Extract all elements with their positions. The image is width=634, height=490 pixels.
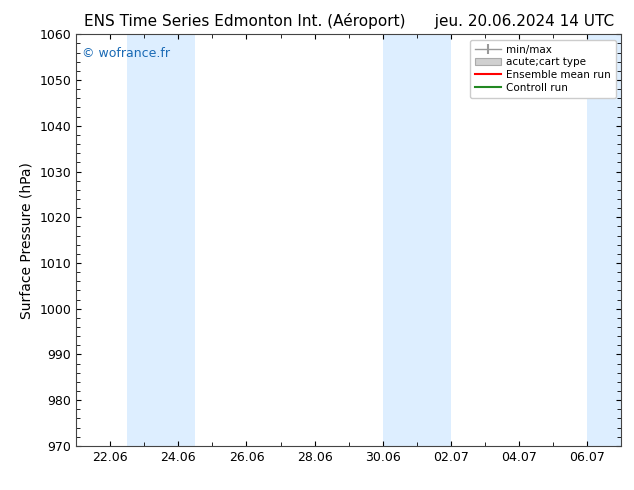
Bar [383,34,451,446]
Legend: min/max, acute;cart type, Ensemble mean run, Controll run: min/max, acute;cart type, Ensemble mean … [470,40,616,98]
Bar [587,34,621,446]
Title: ENS Time Series Edmonton Int. (Aéroport)      jeu. 20.06.2024 14 UTC: ENS Time Series Edmonton Int. (Aéroport)… [84,13,614,29]
Text: © wofrance.fr: © wofrance.fr [82,47,169,60]
Y-axis label: Surface Pressure (hPa): Surface Pressure (hPa) [20,162,34,318]
Bar [127,34,195,446]
